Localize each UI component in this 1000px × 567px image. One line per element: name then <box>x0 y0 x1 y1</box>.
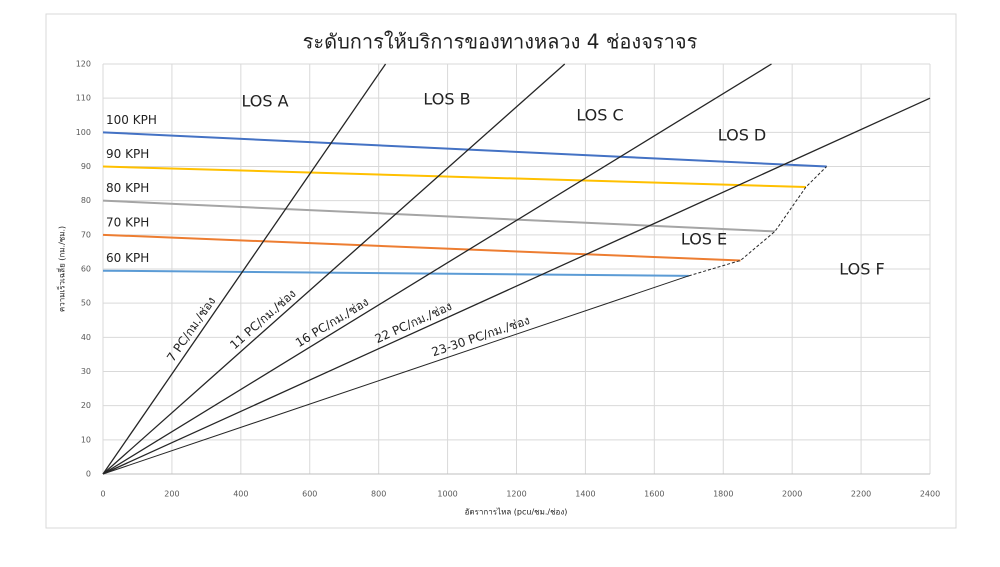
y-tick-label: 70 <box>81 230 91 239</box>
x-tick-label: 600 <box>302 490 317 499</box>
series-label: 90 KPH <box>106 147 149 161</box>
speed-line <box>102 233 741 262</box>
y-tick-label: 90 <box>81 162 91 171</box>
y-tick-label: 60 <box>81 265 91 274</box>
x-axis-label: อัตราการไหล (pcu/ชม./ช่อง) <box>465 508 568 517</box>
x-tick-label: 1600 <box>644 490 664 499</box>
x-tick-label: 1800 <box>713 490 733 499</box>
y-tick-label: 20 <box>81 401 91 410</box>
y-tick-label: 100 <box>76 128 91 137</box>
y-tick-label: 120 <box>76 60 91 69</box>
series-label: 100 KPH <box>106 113 157 127</box>
speed-line <box>102 131 827 168</box>
speed-line <box>102 269 689 277</box>
annotation: LOS C <box>576 106 623 125</box>
y-tick-label: 80 <box>81 196 91 205</box>
series-label: 70 KPH <box>106 215 149 229</box>
x-tick-label: 1200 <box>506 490 526 499</box>
density-line <box>102 63 772 475</box>
x-tick-label: 2400 <box>920 490 940 499</box>
annotation: LOS D <box>718 126 767 145</box>
annotation: LOS A <box>241 92 288 111</box>
boundary-line <box>688 166 827 277</box>
x-tick-label: 2200 <box>851 490 871 499</box>
series-label: 60 KPH <box>106 251 149 265</box>
y-tick-label: 10 <box>81 435 91 444</box>
x-tick-label: 1400 <box>575 490 595 499</box>
y-tick-label: 30 <box>81 367 91 376</box>
density-line <box>102 63 566 475</box>
series-label: 80 KPH <box>106 181 149 195</box>
y-axis-label: ความเร็วเฉลี่ย (กม./ชม.) <box>56 226 67 312</box>
x-tick-label: 0 <box>100 490 105 499</box>
annotation: LOS F <box>839 260 884 279</box>
y-tick-label: 0 <box>86 470 91 479</box>
annotation: LOS E <box>681 230 727 249</box>
x-tick-label: 200 <box>164 490 179 499</box>
x-tick-label: 1000 <box>437 490 457 499</box>
y-tick-label: 110 <box>76 94 91 103</box>
speed-line <box>102 165 806 188</box>
chart-title: ระดับการให้บริการของทางหลวง 4 ช่องจราจร <box>303 30 698 54</box>
density-line <box>102 97 931 475</box>
density-line <box>102 275 689 475</box>
y-tick-label: 40 <box>81 333 91 342</box>
y-tick-label: 50 <box>81 299 91 308</box>
density-line <box>102 63 387 475</box>
speed-line <box>102 199 775 233</box>
x-tick-label: 400 <box>233 490 248 499</box>
annotation: LOS B <box>423 90 470 109</box>
x-tick-label: 800 <box>371 490 386 499</box>
x-tick-label: 2000 <box>782 490 802 499</box>
